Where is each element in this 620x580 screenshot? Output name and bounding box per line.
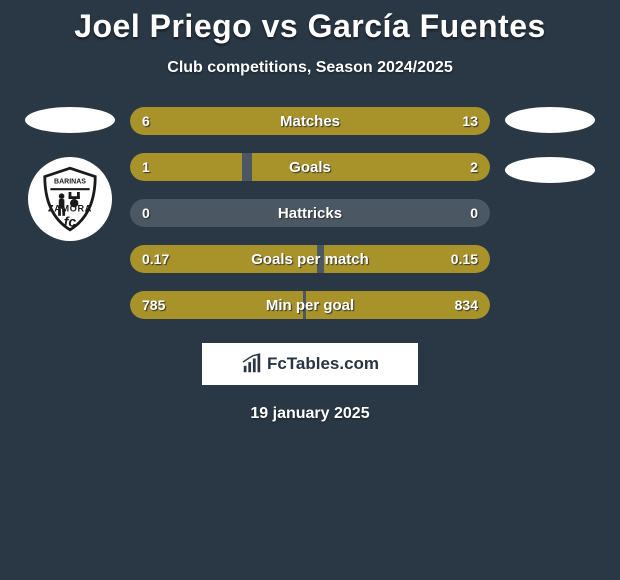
brand-text: FcTables.com	[267, 354, 379, 374]
svg-text:ZAMORA: ZAMORA	[48, 204, 92, 214]
comparison-title: Joel Priego vs García Fuentes	[0, 0, 620, 45]
stat-label: Goals	[130, 153, 490, 181]
left-ellipse-placeholder	[25, 107, 115, 133]
stat-row: 785834Min per goal	[130, 291, 490, 319]
stat-label: Hattricks	[130, 199, 490, 227]
shield-icon: BARINAS ZAMORA fc	[35, 164, 105, 234]
svg-text:BARINAS: BARINAS	[54, 179, 86, 186]
bar-chart-icon	[241, 353, 263, 375]
comparison-date: 19 january 2025	[0, 405, 620, 423]
right-ellipse-placeholder-2	[505, 157, 595, 183]
stat-bars: 613Matches 12Goals 00Hattricks 0.170.15Goal…	[130, 107, 490, 319]
left-column: BARINAS ZAMORA fc	[10, 107, 130, 319]
stat-label: Matches	[130, 107, 490, 135]
svg-text:fc: fc	[64, 213, 77, 229]
stat-row: 0.170.15Goals per match	[130, 245, 490, 273]
brand-badge: FcTables.com	[202, 343, 418, 385]
right-column	[490, 107, 610, 319]
right-ellipse-placeholder-1	[505, 107, 595, 133]
comparison-subtitle: Club competitions, Season 2024/2025	[0, 59, 620, 77]
stat-label: Goals per match	[130, 245, 490, 273]
stat-row: 613Matches	[130, 107, 490, 135]
stat-row: 00Hattricks	[130, 199, 490, 227]
stat-row: 12Goals	[130, 153, 490, 181]
stat-label: Min per goal	[130, 291, 490, 319]
left-club-badge: BARINAS ZAMORA fc	[28, 157, 112, 241]
comparison-grid: BARINAS ZAMORA fc 613Matches 12Goals 00Hat…	[0, 107, 620, 319]
